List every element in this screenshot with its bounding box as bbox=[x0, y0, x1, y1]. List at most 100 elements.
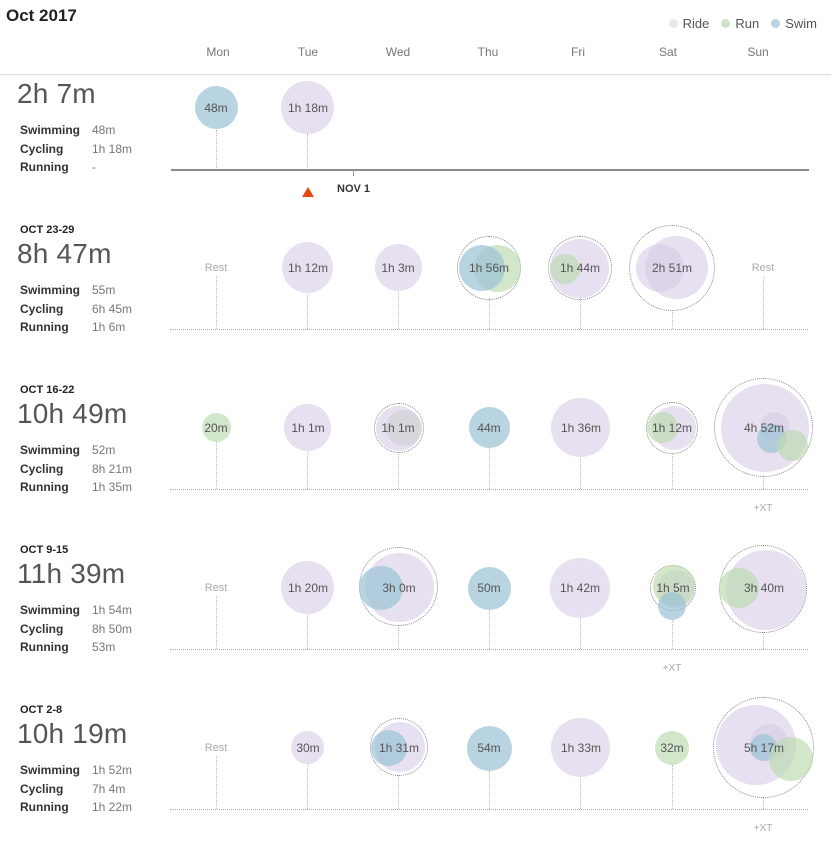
swim-dot-icon bbox=[771, 19, 781, 28]
day-bubble-label: 1h 33m bbox=[560, 741, 602, 755]
day-bubble-ride[interactable] bbox=[551, 398, 610, 457]
rest-day-label: Rest bbox=[204, 582, 228, 594]
day-bubble-swim[interactable] bbox=[359, 566, 403, 610]
day-bubble-ride[interactable] bbox=[645, 236, 708, 299]
day-bubble-ride[interactable] bbox=[281, 81, 334, 134]
day-multi-ring bbox=[629, 225, 715, 311]
day-bubble-ride[interactable] bbox=[375, 244, 422, 291]
week-label: OCT 23-29 bbox=[20, 224, 75, 236]
month-boundary-label: NOV 1 bbox=[337, 183, 371, 195]
day-bubble-ride[interactable] bbox=[284, 404, 331, 451]
rest-day-label: Rest bbox=[204, 742, 228, 754]
day-bubble-ride[interactable] bbox=[551, 718, 610, 777]
week-label: OCT 2-8 bbox=[20, 704, 63, 716]
day-stem bbox=[216, 442, 217, 489]
legend-label: Run bbox=[735, 16, 760, 31]
day-stem bbox=[216, 756, 217, 809]
day-bubble-swim[interactable] bbox=[658, 592, 686, 620]
day-bubble-label: 1h 18m bbox=[287, 101, 329, 115]
stat-cycling-label: Cycling bbox=[20, 302, 64, 316]
day-header-sun: Sun bbox=[747, 45, 769, 59]
day-bubble-ride[interactable] bbox=[550, 558, 610, 618]
day-multi-ring bbox=[714, 378, 813, 477]
week-total: 2h 7m bbox=[17, 78, 96, 109]
day-stem bbox=[307, 294, 308, 329]
day-multi-ring bbox=[548, 236, 612, 300]
day-bubble-swim[interactable] bbox=[371, 730, 407, 766]
stat-running-value: 1h 22m bbox=[92, 800, 133, 814]
stat-cycling-value: 6h 45m bbox=[92, 302, 133, 316]
day-stem bbox=[398, 292, 399, 329]
day-bubble-ride[interactable] bbox=[282, 242, 333, 293]
day-stem bbox=[763, 632, 764, 649]
stat-swimming-label: Swimming bbox=[20, 763, 81, 777]
day-bubble-run[interactable] bbox=[655, 731, 689, 765]
day-stem bbox=[398, 452, 399, 489]
day-bubble-label: 1h 3m bbox=[381, 261, 415, 275]
day-bubble-label: 3h 0m bbox=[382, 581, 416, 595]
stat-running-label: Running bbox=[20, 800, 69, 814]
day-bubble-run[interactable] bbox=[777, 430, 808, 461]
cross-training-label: +XT bbox=[753, 503, 773, 514]
stat-running-value: 53m bbox=[92, 640, 116, 654]
week-baseline-current bbox=[171, 169, 809, 171]
day-stem bbox=[216, 130, 217, 170]
day-multi-ring bbox=[713, 697, 814, 798]
week-label: OCT 9-15 bbox=[20, 544, 69, 556]
stat-running-value: 1h 6m bbox=[92, 320, 126, 334]
header-divider bbox=[0, 74, 831, 75]
day-bubble-swim[interactable] bbox=[467, 726, 512, 771]
day-stem bbox=[580, 458, 581, 489]
day-stem bbox=[580, 618, 581, 649]
day-header-sat: Sat bbox=[658, 45, 677, 59]
stat-swimming-value: 1h 54m bbox=[92, 603, 133, 617]
day-bubble-label: 1h 42m bbox=[559, 581, 601, 595]
week-baseline bbox=[170, 809, 808, 810]
day-bubble-label: 1h 56m bbox=[468, 261, 510, 275]
week-label: OCT 16-22 bbox=[20, 384, 75, 396]
stat-cycling-label: Cycling bbox=[20, 462, 64, 476]
day-bubble-run[interactable] bbox=[769, 737, 813, 781]
run-dot-icon bbox=[721, 19, 731, 28]
day-bubble-swim[interactable] bbox=[195, 86, 238, 129]
day-bubble-run[interactable] bbox=[202, 413, 231, 442]
day-bubble-label: 48m bbox=[204, 101, 228, 115]
day-bubble-label: 3h 40m bbox=[743, 581, 785, 595]
day-stem bbox=[763, 276, 764, 329]
stat-cycling-label: Cycling bbox=[20, 142, 64, 156]
week-baseline bbox=[170, 489, 808, 490]
legend-item-run[interactable]: Run bbox=[721, 16, 759, 31]
day-stem bbox=[216, 596, 217, 649]
day-bubble-swim[interactable] bbox=[468, 567, 511, 610]
stat-swimming-label: Swimming bbox=[20, 123, 81, 137]
day-bubble-ride[interactable] bbox=[291, 731, 324, 764]
stat-running-label: Running bbox=[20, 480, 69, 494]
day-bubble-label: 44m bbox=[477, 421, 501, 435]
stat-running-label: Running bbox=[20, 160, 69, 174]
day-bubble-label: 2h 51m bbox=[651, 261, 693, 275]
day-stem bbox=[580, 298, 581, 329]
legend-label: Ride bbox=[682, 16, 710, 31]
day-bubble-swim[interactable] bbox=[469, 407, 510, 448]
stat-swimming-label: Swimming bbox=[20, 283, 81, 297]
day-bubble-run[interactable] bbox=[647, 412, 678, 443]
day-bubble-ride[interactable] bbox=[376, 406, 421, 451]
day-bubble-run[interactable] bbox=[550, 254, 580, 284]
stat-cycling-value: 8h 21m bbox=[92, 462, 133, 476]
day-bubble-run[interactable] bbox=[719, 568, 759, 608]
legend-item-ride[interactable]: Ride bbox=[668, 16, 710, 31]
day-stem bbox=[672, 620, 673, 649]
day-multi-ring bbox=[374, 403, 424, 453]
day-header-thu: Thu bbox=[477, 45, 499, 59]
day-bubble-label: 1h 1m bbox=[291, 421, 325, 435]
day-bubble-swim[interactable] bbox=[459, 245, 505, 291]
day-stem bbox=[398, 775, 399, 809]
stat-swimming-value: 48m bbox=[92, 123, 116, 137]
legend-label: Swim bbox=[785, 16, 817, 31]
day-stem bbox=[398, 627, 399, 649]
legend-item-swim[interactable]: Swim bbox=[771, 16, 817, 31]
day-stem bbox=[580, 776, 581, 809]
cross-training-label: +XT bbox=[753, 823, 773, 834]
day-bubble-ride[interactable] bbox=[281, 561, 334, 614]
stat-swimming-value: 55m bbox=[92, 283, 116, 297]
